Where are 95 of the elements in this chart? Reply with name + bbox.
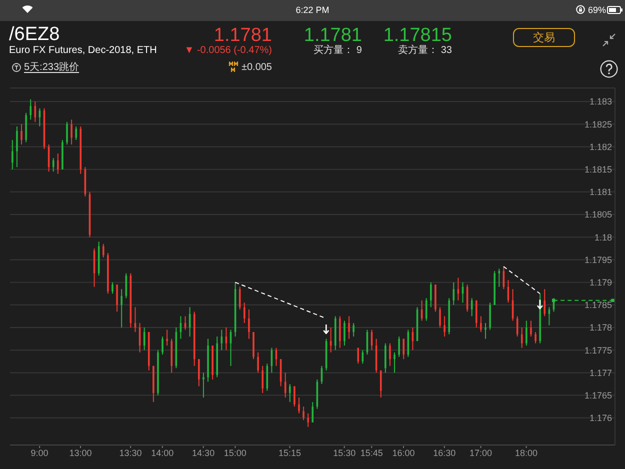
candlestick <box>70 119 72 145</box>
x-tick-label: 9:00 <box>30 448 48 458</box>
candlestick <box>162 336 164 356</box>
candlestick <box>12 139 14 170</box>
text: ▼ -0.0056 (-0.47%) <box>184 45 272 56</box>
candlestick <box>112 282 114 294</box>
text: 1.1781 <box>304 25 362 46</box>
candlestick <box>30 98 32 120</box>
y-tick-label: 1.178 <box>589 322 612 333</box>
candlestick <box>380 370 382 398</box>
candlestick <box>444 316 446 338</box>
candlestick <box>298 397 300 414</box>
candlestick <box>125 272 128 299</box>
x-tick-label: 14:00 <box>151 448 174 458</box>
text: 6:22 PM <box>296 5 330 15</box>
candlestick <box>544 288 546 317</box>
x-tick-label: 16:00 <box>392 448 415 458</box>
text: 卖方量： 33 <box>398 45 452 56</box>
y-tick-label: 1.1815 <box>584 164 612 174</box>
candlestick <box>520 327 523 348</box>
candlestick <box>244 302 246 324</box>
candlestick <box>202 372 204 398</box>
candlestick <box>339 316 341 348</box>
y-tick-label: 1.176 <box>589 413 612 424</box>
candlestick <box>166 329 168 346</box>
candlestick <box>439 306 441 328</box>
candlestick <box>530 320 532 338</box>
candlestick <box>120 288 122 328</box>
y-tick-label: 1.177 <box>589 368 612 378</box>
candlestick <box>302 406 304 421</box>
chart-subtitle: Euro FX Futures, Dec-2018, ETH <box>9 45 157 56</box>
candlestick <box>384 342 386 374</box>
candlestick <box>526 320 528 346</box>
x-tick-label: 15:45 <box>360 448 383 458</box>
candlestick <box>248 308 250 340</box>
candlestick <box>75 126 77 140</box>
x-tick-label: 14:30 <box>192 448 215 458</box>
candlestick <box>480 316 482 333</box>
candlestick <box>66 121 68 145</box>
y-tick-label: 1.1785 <box>584 300 612 310</box>
y-tick-label: 1.1795 <box>584 254 612 265</box>
candlestick <box>430 282 432 308</box>
candlestick <box>57 153 59 174</box>
text: 69% <box>588 5 606 16</box>
candlestick <box>475 300 478 328</box>
y-tick-label: 1.1805 <box>584 210 612 220</box>
text: ±0.005 <box>241 62 272 74</box>
text: 1.1781 <box>214 25 272 46</box>
x-tick-label: 17:00 <box>470 448 492 458</box>
candlestick <box>484 322 486 340</box>
candlestick <box>20 124 22 145</box>
candlestick <box>357 347 360 364</box>
x-tick-label: 15:00 <box>224 448 246 458</box>
y-tick-label: 1.1765 <box>584 390 612 400</box>
candlestick <box>489 302 491 330</box>
candlestick <box>198 358 200 387</box>
x-tick-label: 15:15 <box>278 448 302 458</box>
x-tick-label: 15:30 <box>333 448 356 458</box>
y-tick-label: 1.18 <box>594 232 612 242</box>
text: 买方量： 9 <box>314 45 362 56</box>
y-tick-label: 1.1825 <box>584 119 612 130</box>
candlestick <box>307 412 309 428</box>
y-tick-label: 1.181 <box>589 187 612 198</box>
candlestick <box>402 338 405 360</box>
x-tick-label: 16:30 <box>433 448 456 458</box>
candlestick <box>116 284 118 312</box>
candlestick <box>257 352 259 374</box>
candlestick <box>238 286 241 310</box>
candlestick <box>352 322 354 338</box>
chart-title: /6EZ8 <box>9 24 60 46</box>
candlestick <box>498 268 500 288</box>
text: 1.17815 <box>383 25 452 46</box>
candlestick <box>102 243 104 258</box>
text: 5天:233跳价 <box>24 62 80 74</box>
y-tick-label: 1.182 <box>589 142 612 152</box>
x-tick-label: 13:30 <box>119 448 142 458</box>
candlestick <box>389 342 391 366</box>
candlestick <box>312 402 314 423</box>
y-tick-label: 1.183 <box>589 96 612 107</box>
y-tick-label: 1.179 <box>589 277 612 288</box>
candlestick <box>294 386 296 408</box>
candlestick <box>534 332 536 344</box>
x-tick-label: 18:00 <box>515 448 538 458</box>
candlestick <box>262 365 264 394</box>
y-tick-label: 1.1775 <box>584 345 612 356</box>
candlestick <box>266 363 268 392</box>
candlestick <box>16 126 18 168</box>
trade-button[interactable]: 交易 <box>513 28 575 47</box>
candlestick <box>425 298 428 322</box>
candlestick <box>344 320 346 346</box>
candlestick <box>398 336 400 358</box>
x-tick-label: 13:00 <box>69 448 92 458</box>
candlestick <box>348 316 350 340</box>
candlestick <box>288 383 291 403</box>
candlestick <box>394 352 396 374</box>
